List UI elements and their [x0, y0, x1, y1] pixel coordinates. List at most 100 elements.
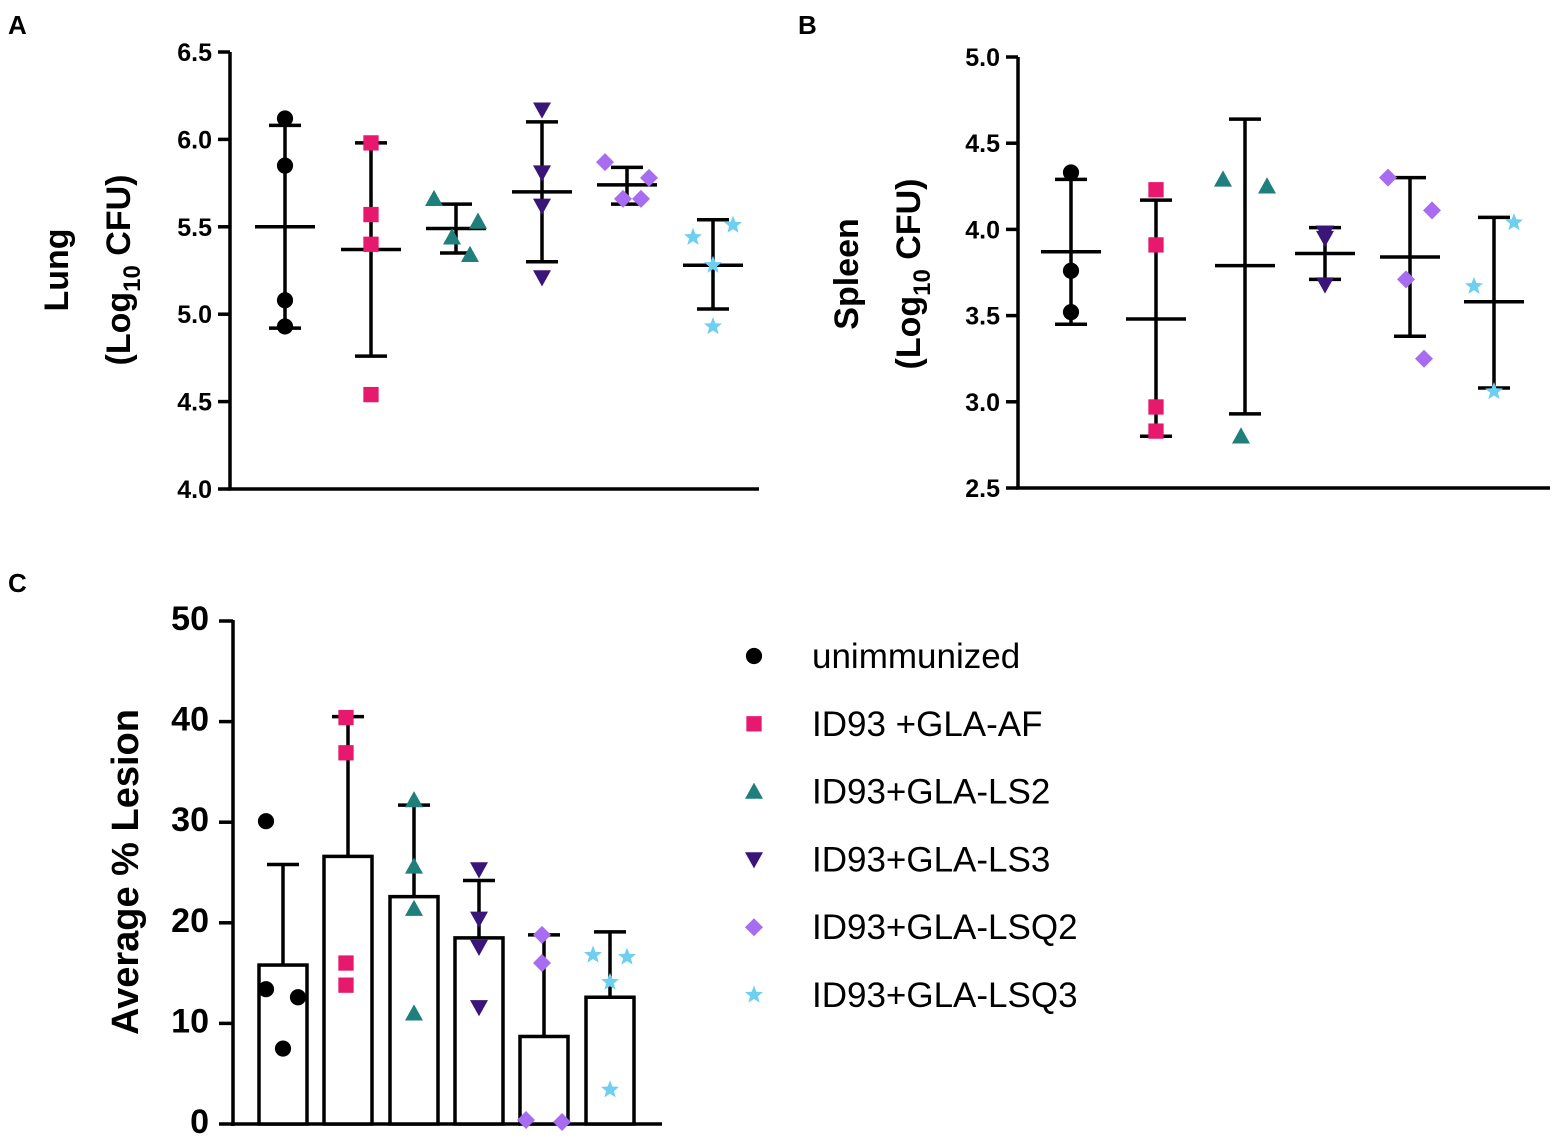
panel-a-data-point	[461, 245, 479, 262]
panel-b-ylabel-prefix: (Log	[890, 296, 928, 370]
panel-c-data-point	[405, 857, 423, 874]
legend-item: ID93+GLA-LSQ3	[745, 976, 1078, 1015]
panel-b-data-point	[1397, 270, 1415, 289]
panel-c-data-point	[533, 954, 551, 973]
panel-a-group-5	[683, 215, 743, 335]
panel-a-data-point	[724, 215, 742, 233]
panel-b-ylabel-line2: (Log10 CFU)	[890, 179, 936, 370]
panel-a-data-point	[704, 255, 722, 273]
panel-a-group-4	[596, 153, 658, 208]
panel-c-group-1	[322, 709, 374, 1126]
panel-c-data-point	[470, 862, 488, 879]
panel-b-ytick-label: 4.0	[965, 216, 1000, 244]
panel-c: C Average % Lesion 0 10 20 30 40 50	[8, 568, 662, 1141]
legend-marker	[746, 716, 762, 732]
legend-item: ID93+GLA-LS2	[745, 773, 1050, 812]
panel-a-data-point	[363, 236, 379, 252]
panel-a-data-point	[276, 110, 294, 127]
panel-a-ytick-label: 5.5	[177, 214, 212, 242]
panel-c-ytick-label: 0	[190, 1103, 209, 1141]
panel-a-ytick-label: 6.5	[177, 39, 212, 67]
panel-b-data-point	[1485, 382, 1503, 400]
panel-b-ytick-label: 3.0	[965, 389, 1000, 417]
legend-item: ID93+GLA-LS3	[745, 840, 1050, 879]
panel-c-ytick-label: 20	[171, 902, 209, 940]
panel-c-ytick-label: 50	[171, 600, 209, 638]
panel-b-ytick-label: 5.0	[965, 44, 1000, 72]
panel-c-ytick-label: 30	[171, 801, 209, 839]
panel-a-ylabel-line2: (Log10 CFU)	[100, 175, 146, 366]
panel-b-group-4	[1379, 168, 1441, 368]
legend-label: ID93+GLA-LSQ3	[812, 976, 1078, 1015]
panel-c-bar	[518, 1034, 570, 1126]
panel-c-data-point	[338, 745, 354, 761]
legend-label: unimmunized	[812, 637, 1020, 676]
panel-b-ytick-label: 3.5	[965, 303, 1000, 331]
panel-c-data-point	[405, 1004, 423, 1021]
panel-b-data-point	[1062, 164, 1080, 181]
panel-c-data-point	[618, 947, 636, 965]
panel-c-data-point	[470, 939, 488, 956]
panel-c-group-4	[517, 925, 571, 1131]
panel-b-ytick-label: 4.5	[965, 130, 1000, 158]
panel-c-data-point	[533, 925, 551, 944]
panel-c-data-point	[601, 972, 619, 990]
panel-a-data-point	[533, 165, 551, 182]
panel-b-data-point	[1148, 237, 1164, 253]
panel-a-ylabel-line1: Lung	[38, 228, 76, 311]
panel-b-data-point	[1062, 262, 1080, 279]
panel-b-data-point	[1148, 399, 1164, 415]
panel-c-data-point	[257, 981, 275, 998]
panel-b-ytick-label: 2.5	[965, 475, 1000, 503]
panel-a-ytick-label: 6.0	[177, 126, 212, 154]
panel-a-ytick-label: 4.0	[177, 476, 212, 504]
panel-b-ylabel-sub: 10	[909, 269, 936, 296]
legend-item: unimmunized	[745, 637, 1020, 676]
panel-b-data-point	[1258, 177, 1276, 194]
panel-a-data-point	[276, 318, 294, 335]
legend-item: ID93+GLA-LSQ2	[745, 908, 1078, 947]
panel-a-data-point	[614, 189, 632, 208]
legend-marker	[745, 782, 763, 799]
panel-c-group-5	[584, 930, 636, 1126]
panel-a-data-point	[533, 102, 551, 119]
panel-b-label: B	[798, 10, 817, 40]
panel-c-label: C	[8, 568, 27, 598]
panel-b-group-1	[1126, 182, 1186, 439]
legend-label: ID93 +GLA-AF	[812, 705, 1043, 744]
panel-a-data-point	[596, 153, 614, 172]
panel-b-group-2	[1214, 117, 1276, 444]
panel-b-data-point	[1148, 182, 1164, 198]
panel-b-data-point	[1415, 349, 1433, 368]
panel-b-data-point	[1423, 201, 1441, 220]
panel-a-ylabel-prefix: (Log	[100, 292, 138, 366]
legend-marker	[745, 985, 763, 1003]
panel-a-data-point	[640, 168, 658, 187]
panel-c-data-point	[274, 1040, 292, 1057]
panel-a-data-point	[363, 206, 379, 223]
panel-c-group-3	[453, 862, 505, 1126]
legend-label: ID93+GLA-LSQ2	[812, 908, 1078, 947]
panel-a-group-1	[341, 135, 401, 403]
panel-c-bar	[584, 995, 636, 1126]
panel-a-data-point	[469, 212, 487, 229]
panel-a-data-point	[276, 292, 294, 309]
panel-c-data-point	[338, 977, 354, 993]
panel-b-data-point	[1379, 168, 1397, 187]
legend-item: ID93 +GLA-AF	[746, 705, 1043, 744]
panel-c-group-2	[388, 791, 440, 1126]
panel-a-group-3	[512, 102, 572, 287]
legend-marker	[745, 918, 763, 937]
panel-c-group-0	[257, 813, 309, 1126]
panel-a-data-point	[443, 228, 461, 245]
panel-a-ylabel-suffix: CFU)	[100, 175, 138, 266]
panel-a-data-point	[276, 157, 294, 174]
panel-a-ylabel-sub: 10	[119, 265, 146, 292]
panel-c-data-point	[470, 911, 488, 928]
panel-a-data-point	[684, 227, 702, 245]
panel-b-data-point	[1148, 423, 1164, 439]
legend-marker	[745, 647, 763, 665]
panel-c-ytick-label: 10	[171, 1002, 209, 1040]
panel-b-data-point	[1316, 277, 1334, 294]
